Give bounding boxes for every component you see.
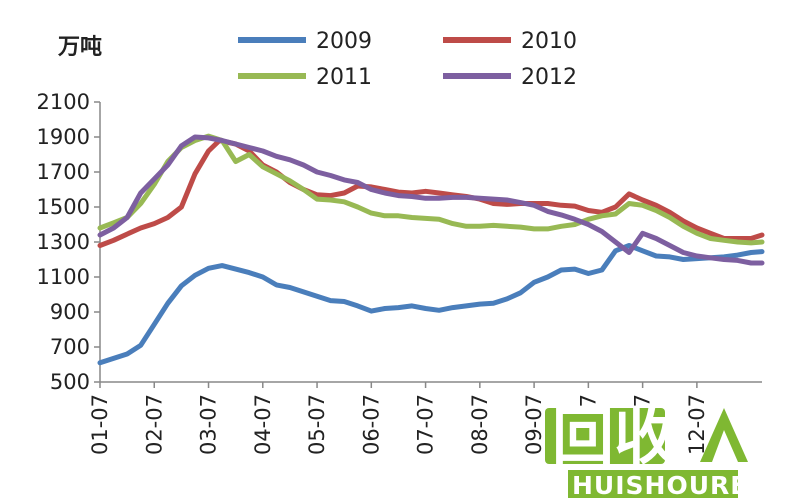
legend-label-2012: 2012 <box>521 65 577 90</box>
y-tick-label: 500 <box>50 370 90 394</box>
x-axis: 01-07 02-07 03-07 04-07 05-07 06-07 07-07 08-07… <box>88 381 762 455</box>
x-tick-label: 02-07 <box>142 394 166 455</box>
y-tick-label: 1900 <box>37 125 90 149</box>
y-tick-label: 2100 <box>37 90 90 114</box>
x-tick-label: 12-07 <box>685 394 709 455</box>
y-tick-label: 900 <box>50 300 90 324</box>
y-tick-label: 1700 <box>37 160 90 184</box>
x-tick-label: 05-07 <box>305 394 329 455</box>
series-line-2012 <box>97 134 765 266</box>
watermark: 回收 HUISHOUREN <box>545 400 770 500</box>
legend: 2009 2010 2011 2012 <box>238 29 577 90</box>
x-tick-label: 03-07 <box>197 394 221 455</box>
watermark-main-text: 回收 <box>552 400 676 473</box>
unit-label: 万吨 <box>57 35 102 60</box>
y-tick-label: 700 <box>50 335 90 359</box>
legend-label-2010: 2010 <box>521 29 577 54</box>
y-tick-label: 1500 <box>37 195 90 219</box>
watermark-sub-text: HUISHOUREN <box>572 471 770 500</box>
series-line-2009 <box>97 243 765 366</box>
legend-label-2009: 2009 <box>316 29 372 54</box>
x-tick-label: 08-07 <box>468 394 492 455</box>
y-tick-label: 1100 <box>37 265 90 289</box>
y-tick-label: 1300 <box>37 230 90 254</box>
watermark-sub-bg <box>568 470 738 498</box>
x-tick-label: 01-07 <box>88 394 112 455</box>
series-layer <box>97 133 765 366</box>
x-tick-label: 04-07 <box>251 394 275 455</box>
x-tick-label: 07-07 <box>414 394 438 455</box>
legend-label-2011: 2011 <box>316 65 372 90</box>
watermark-logo-icon <box>700 408 748 462</box>
x-tick-label: 06-07 <box>359 394 383 455</box>
watermark-badge <box>545 408 665 464</box>
series-line-2010 <box>97 138 765 248</box>
x-tick-label: 09-07 <box>522 394 546 455</box>
y-axis: 500 700 900 1100 1300 1500 1700 1900 2100 <box>37 90 101 394</box>
